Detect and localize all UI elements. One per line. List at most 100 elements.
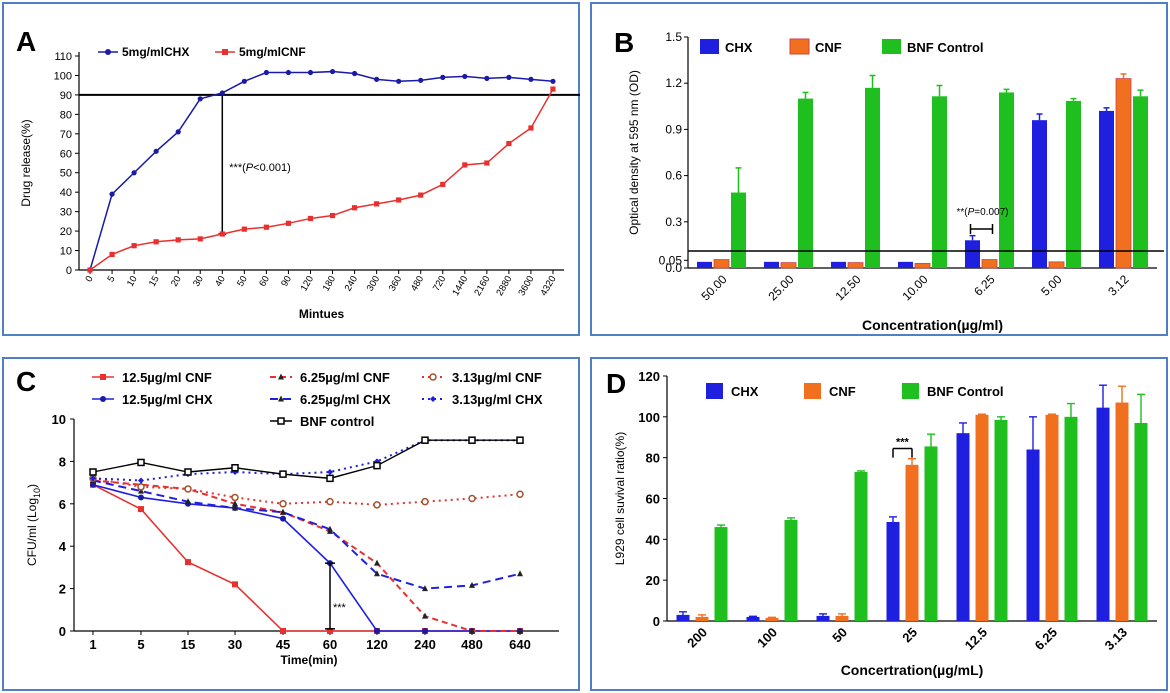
data-point <box>184 485 192 493</box>
x-tick-label: 2880 <box>494 274 514 298</box>
data-point-cnf <box>241 226 247 232</box>
data-point <box>373 461 381 470</box>
data-point-cnf <box>484 160 490 166</box>
legend-marker <box>430 396 436 402</box>
legend-swatch-bnf <box>902 383 919 399</box>
x-tick-label: 50 <box>829 625 850 646</box>
y-axis-title: Drug release(%) <box>19 119 33 206</box>
x-tick-label: 45 <box>276 637 290 652</box>
bar-chx <box>764 261 779 268</box>
x-tick-label: 200 <box>684 625 710 651</box>
panel-label: C <box>16 366 36 397</box>
data-point-chx <box>131 170 137 176</box>
panel-label: B <box>614 27 634 58</box>
data-point-chx <box>263 69 269 76</box>
x-tick-label: 720 <box>431 274 448 293</box>
x-tick-label: 5 <box>137 637 144 652</box>
data-point-chx <box>528 76 534 82</box>
x-tick-label: 360 <box>387 274 404 293</box>
series-line <box>92 439 520 482</box>
data-point-cnf <box>396 197 402 203</box>
bar-chx <box>1099 110 1114 268</box>
data-point-cnf <box>440 181 446 187</box>
data-point-chx <box>351 70 358 77</box>
series-line <box>92 483 520 632</box>
legend-label: 6.25µg/ml CNF <box>300 370 390 385</box>
data-point <box>374 559 380 566</box>
data-point <box>422 628 428 634</box>
bar-bnf <box>784 519 798 621</box>
y-tick-label: 100 <box>54 70 72 82</box>
bar-bnf <box>932 96 947 268</box>
y-tick-label: 70 <box>60 129 72 141</box>
y-tick-label: 0.0 <box>665 261 682 275</box>
x-tick-label: 300 <box>365 274 382 293</box>
x-tick-label: 1440 <box>450 274 470 298</box>
legend-label: BNF Control <box>927 384 1004 399</box>
x-tick-label: 640 <box>509 637 531 652</box>
data-point-cnf <box>462 162 468 168</box>
panel-d: D 0 20 40 60 80 100 120 Concertration(µg/mL) L929… <box>590 357 1168 691</box>
bar-chx <box>886 521 900 621</box>
panel-label: A <box>16 26 36 57</box>
data-point <box>137 458 145 467</box>
data-point <box>138 477 144 484</box>
x-axis-title: Concentration(µg/ml) <box>862 317 1003 333</box>
legend-marker <box>278 395 284 402</box>
significance-label: ***(P<0.001) <box>229 162 290 174</box>
significance-label-part: =0.007) <box>974 207 1008 218</box>
data-point <box>374 628 380 634</box>
x-tick-label: 120 <box>299 274 316 293</box>
y-tick-label: 30 <box>60 207 72 219</box>
data-point <box>231 493 239 502</box>
data-point-chx <box>329 68 336 75</box>
x-tick-label: 12.50 <box>832 272 863 303</box>
x-tick-label: 3600 <box>516 274 536 298</box>
x-tick-label: 60 <box>323 637 337 652</box>
optical-density-chart: B 0.00.05 0.3 0.6 0.9 1.2 1.5 Concentration(µg/… <box>614 27 1164 333</box>
data-point <box>327 628 333 634</box>
legend-swatch-cnf <box>804 383 821 399</box>
bar-cnf <box>713 259 730 269</box>
data-point <box>279 500 287 508</box>
data-point-chx <box>462 73 468 80</box>
x-tick-label: 60 <box>257 274 272 289</box>
series-line-chx <box>89 70 554 271</box>
panel-c: C 0 2 4 6 8 10 1 5 15 30 45 60 120 240 480 640 Time(min) C… <box>2 357 580 691</box>
y-tick-label: 100 <box>638 410 660 425</box>
x-tick-label: 50 <box>235 274 250 289</box>
legend-label: CHX <box>731 384 759 399</box>
y-axis-title-end: ) <box>25 484 39 488</box>
data-point <box>90 481 96 488</box>
x-tick-label: 90 <box>279 274 294 289</box>
data-point <box>279 470 287 478</box>
y-axis-title: CFU/ml (Log10) <box>25 484 42 566</box>
data-point <box>469 581 475 588</box>
legend-label: CNF <box>815 40 842 55</box>
y-tick-label: 80 <box>646 451 660 466</box>
data-point-chx <box>374 76 380 82</box>
y-tick-label: 40 <box>60 187 72 199</box>
x-tick-label: 15 <box>181 637 195 652</box>
data-point-chx <box>418 77 424 83</box>
legend-swatch-bnf <box>882 39 901 54</box>
x-tick-label: 6.25 <box>971 272 998 299</box>
y-tick-label: 50 <box>60 168 72 180</box>
bar-bnf <box>999 92 1014 268</box>
data-point <box>90 475 96 482</box>
data-point <box>280 515 286 522</box>
data-point-chx <box>307 69 314 76</box>
legend-label: CHX <box>725 40 753 55</box>
significance-label-part: ***( <box>229 162 246 174</box>
bar-bnf <box>1133 96 1148 268</box>
data-point <box>517 627 523 634</box>
bar-bnf <box>1066 100 1081 268</box>
legend-swatch-cnf <box>789 38 810 55</box>
data-point <box>280 628 286 634</box>
x-tick-label: 20 <box>169 274 184 289</box>
data-point-chx <box>109 191 115 197</box>
y-tick-label: 10 <box>60 246 72 258</box>
x-tick-label: 240 <box>414 637 436 652</box>
data-point-cnf <box>374 201 380 207</box>
data-point <box>232 581 238 588</box>
